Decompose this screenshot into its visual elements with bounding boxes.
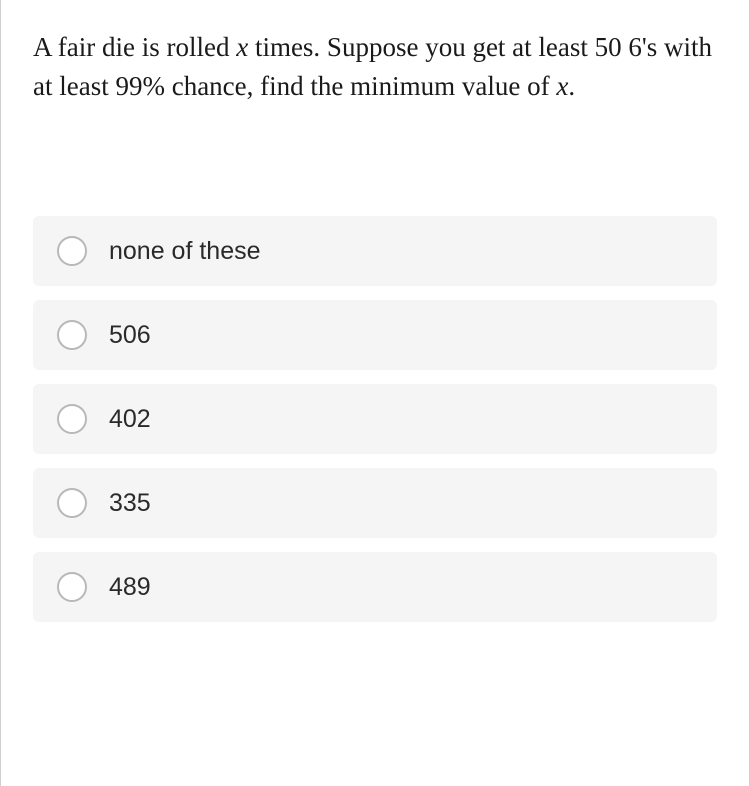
radio-icon — [57, 236, 87, 266]
option-item-4[interactable]: 489 — [33, 552, 717, 622]
question-part-4: . — [568, 71, 575, 101]
question-part-1: x — [236, 32, 248, 62]
option-label: 335 — [109, 489, 151, 518]
option-label: 402 — [109, 405, 151, 434]
question-part-3: x — [556, 71, 568, 101]
option-label: none of these — [109, 237, 261, 266]
option-item-3[interactable]: 335 — [33, 468, 717, 538]
radio-icon — [57, 572, 87, 602]
option-label: 506 — [109, 321, 151, 350]
options-list: none of these 506 402 335 489 — [33, 216, 717, 622]
radio-icon — [57, 488, 87, 518]
radio-icon — [57, 320, 87, 350]
option-item-0[interactable]: none of these — [33, 216, 717, 286]
option-item-1[interactable]: 506 — [33, 300, 717, 370]
quiz-container: A fair die is rolled x times. Suppose yo… — [0, 0, 750, 786]
question-text: A fair die is rolled x times. Suppose yo… — [33, 28, 717, 106]
radio-icon — [57, 404, 87, 434]
option-item-2[interactable]: 402 — [33, 384, 717, 454]
question-part-0: A fair die is rolled — [33, 32, 236, 62]
option-label: 489 — [109, 573, 151, 602]
